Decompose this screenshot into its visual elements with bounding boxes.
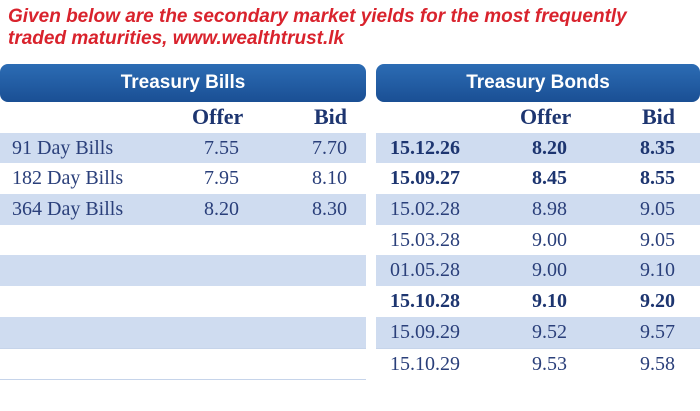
bond-bid: 9.05 [640, 198, 675, 221]
bond-offer: 9.52 [532, 320, 567, 343]
bill-name: 364 Day Bills [12, 198, 124, 221]
bond-maturity: 15.09.29 [390, 320, 460, 343]
table-row: 364 Day Bills 8.20 8.30 [0, 194, 366, 225]
bond-bid: 8.35 [640, 136, 675, 159]
bond-maturity: 15.02.28 [390, 198, 460, 221]
bond-offer: 9.53 [532, 352, 567, 375]
treasury-bills-header: Treasury Bills [0, 64, 366, 102]
table-row: 15.10.28 9.10 9.20 [376, 286, 700, 317]
table-row: 15.12.26 8.20 8.35 [376, 132, 700, 164]
table-row: 15.09.27 8.45 8.55 [376, 163, 700, 195]
bond-maturity: 01.05.28 [390, 259, 460, 282]
bond-bid: 8.55 [640, 167, 675, 190]
bond-offer: 9.00 [532, 228, 567, 251]
bonds-offer-header: Offer [520, 104, 572, 129]
treasury-bills-panel: Treasury Bills Offer Bid 91 Day Bills 7.… [0, 64, 366, 411]
bond-maturity: 15.03.28 [390, 228, 460, 251]
table-row: 15.02.28 8.98 9.05 [376, 194, 700, 225]
bond-offer: 9.00 [532, 259, 567, 282]
treasury-bonds-panel: Treasury Bonds Offer Bid 15.12.26 8.20 8… [376, 64, 700, 400]
bond-maturity: 15.12.26 [390, 136, 460, 159]
bond-offer: 9.10 [532, 290, 567, 313]
bond-offer: 8.98 [532, 198, 567, 221]
bill-name: 182 Day Bills [12, 167, 124, 190]
empty-row [0, 379, 366, 411]
table-row: 01.05.28 9.00 9.10 [376, 255, 700, 287]
table-row: 15.10.29 9.53 9.58 [376, 347, 700, 380]
bond-bid: 9.57 [640, 320, 675, 343]
bills-offer-header: Offer [192, 104, 244, 129]
bill-offer: 7.55 [204, 136, 239, 159]
table-row: 182 Day Bills 7.95 8.10 [0, 163, 366, 195]
bill-bid: 7.70 [312, 136, 347, 159]
bond-bid: 9.10 [640, 259, 675, 282]
empty-row [0, 347, 366, 380]
empty-row [0, 286, 366, 317]
bill-bid: 8.30 [312, 198, 347, 221]
bill-bid: 8.10 [312, 167, 347, 190]
table-row: 15.09.29 9.52 9.57 [376, 316, 700, 348]
bond-bid: 9.58 [640, 352, 675, 375]
bills-column-headers: Offer Bid [0, 102, 366, 133]
bond-maturity: 15.09.27 [390, 167, 460, 190]
bonds-bid-header: Bid [642, 104, 676, 129]
bond-offer: 8.45 [532, 167, 567, 190]
empty-row [0, 224, 366, 256]
table-row: 15.03.28 9.00 9.05 [376, 224, 700, 256]
empty-row [0, 255, 366, 287]
bonds-column-headers: Offer Bid [376, 102, 700, 133]
bond-maturity: 15.10.28 [390, 290, 460, 313]
bills-bid-header: Bid [314, 104, 348, 129]
caption-text: Given below are the secondary market yie… [8, 6, 627, 49]
bill-offer: 8.20 [204, 198, 239, 221]
bond-maturity: 15.10.29 [390, 352, 460, 375]
table-row: 91 Day Bills 7.55 7.70 [0, 132, 366, 164]
empty-row [0, 316, 366, 348]
bill-name: 91 Day Bills [12, 136, 114, 159]
bond-offer: 8.20 [532, 136, 567, 159]
bond-bid: 9.05 [640, 228, 675, 251]
treasury-bonds-header: Treasury Bonds [376, 64, 700, 102]
bill-offer: 7.95 [204, 167, 239, 190]
bond-bid: 9.20 [640, 290, 675, 313]
